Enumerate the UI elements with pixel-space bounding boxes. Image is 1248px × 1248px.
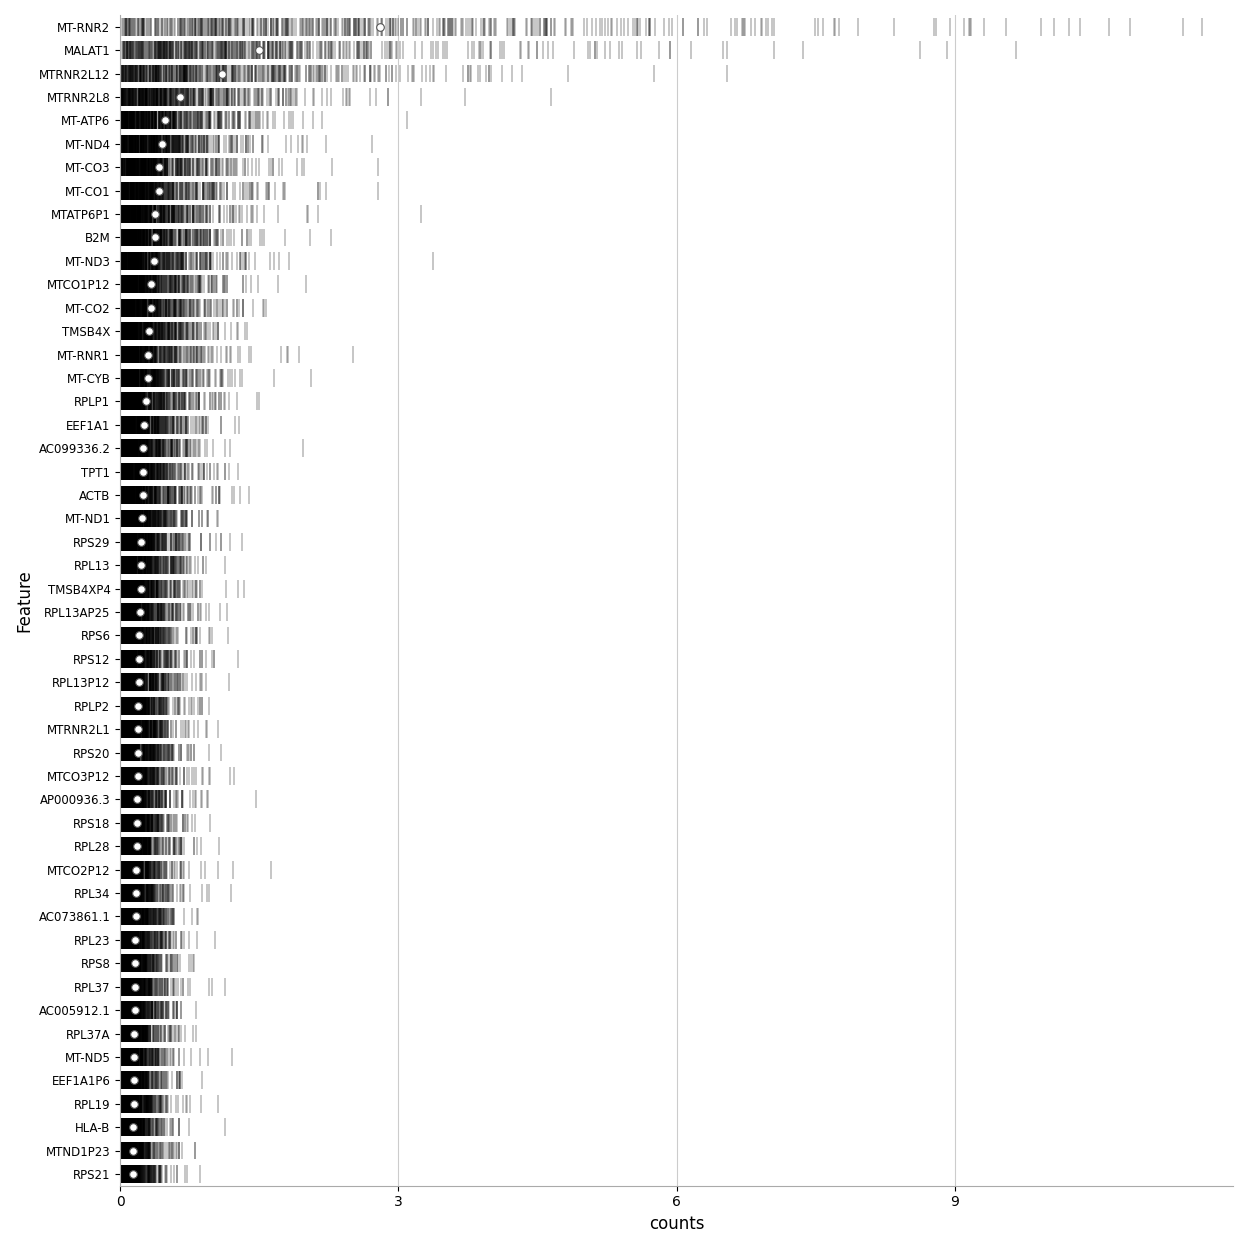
Y-axis label: Feature: Feature — [15, 569, 32, 631]
X-axis label: counts: counts — [649, 1216, 704, 1233]
